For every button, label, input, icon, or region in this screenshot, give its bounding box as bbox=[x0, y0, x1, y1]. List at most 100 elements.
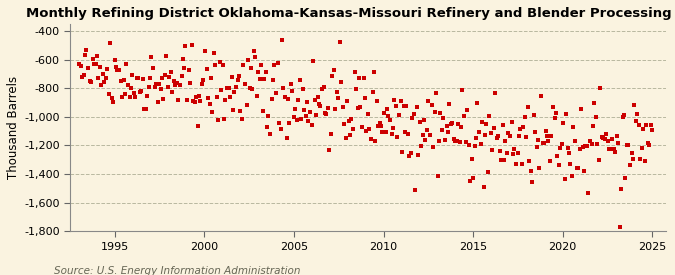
Point bbox=[167, 90, 178, 94]
Point bbox=[385, 118, 396, 122]
Point bbox=[491, 135, 502, 140]
Point bbox=[531, 144, 542, 149]
Point bbox=[154, 82, 165, 87]
Point bbox=[443, 129, 454, 134]
Point bbox=[232, 77, 243, 82]
Point bbox=[578, 169, 589, 173]
Point bbox=[188, 99, 198, 103]
Point bbox=[426, 103, 437, 108]
Point bbox=[504, 134, 515, 138]
Point bbox=[524, 159, 535, 163]
Point bbox=[549, 116, 560, 120]
Point bbox=[259, 77, 269, 81]
Point bbox=[290, 106, 301, 111]
Point bbox=[407, 116, 418, 120]
Point bbox=[516, 161, 527, 166]
Point bbox=[593, 158, 604, 162]
Point bbox=[195, 98, 206, 103]
Point bbox=[404, 154, 414, 159]
Point bbox=[196, 82, 207, 86]
Point bbox=[123, 82, 134, 87]
Point bbox=[84, 79, 95, 84]
Point bbox=[108, 100, 119, 104]
Point bbox=[217, 62, 228, 67]
Point bbox=[613, 141, 624, 145]
Point bbox=[149, 84, 160, 89]
Point bbox=[558, 121, 569, 126]
Point bbox=[153, 100, 163, 104]
Point bbox=[165, 70, 176, 74]
Point bbox=[121, 62, 132, 67]
Point bbox=[477, 120, 487, 124]
Point bbox=[522, 104, 533, 109]
Point bbox=[189, 100, 200, 104]
Point bbox=[629, 103, 640, 107]
Point bbox=[342, 99, 352, 103]
Point bbox=[221, 86, 232, 91]
Point bbox=[417, 133, 428, 137]
Point bbox=[252, 94, 263, 98]
Point bbox=[357, 124, 368, 129]
Point bbox=[554, 163, 564, 167]
Point bbox=[641, 123, 652, 127]
Point bbox=[207, 110, 217, 115]
Point bbox=[190, 95, 201, 100]
Point bbox=[179, 65, 190, 70]
Point bbox=[380, 129, 391, 134]
Point bbox=[322, 106, 333, 111]
Point bbox=[630, 119, 641, 123]
Point bbox=[602, 139, 613, 143]
Point bbox=[225, 95, 236, 100]
Point bbox=[163, 84, 173, 89]
Point bbox=[502, 150, 512, 155]
Point bbox=[95, 65, 105, 69]
Point bbox=[265, 131, 275, 136]
Point bbox=[423, 99, 434, 103]
Point bbox=[106, 96, 117, 100]
Point bbox=[241, 103, 252, 107]
Point bbox=[437, 128, 448, 132]
Point bbox=[452, 139, 462, 143]
Point bbox=[427, 145, 438, 149]
Point bbox=[244, 86, 255, 90]
Point bbox=[386, 132, 397, 136]
Point bbox=[99, 79, 110, 84]
Point bbox=[213, 118, 224, 123]
Point bbox=[432, 174, 443, 178]
Point bbox=[616, 187, 626, 191]
Point bbox=[127, 73, 138, 77]
Point bbox=[493, 134, 504, 139]
Point bbox=[262, 125, 273, 130]
Point bbox=[637, 146, 647, 150]
Point bbox=[533, 138, 543, 142]
Point bbox=[142, 94, 153, 98]
Point bbox=[608, 147, 619, 151]
Point bbox=[375, 121, 385, 125]
Point bbox=[583, 191, 594, 195]
Point bbox=[362, 112, 373, 116]
Point bbox=[512, 151, 523, 156]
Point bbox=[441, 124, 452, 128]
Point bbox=[547, 105, 558, 110]
Point bbox=[92, 76, 103, 81]
Point bbox=[159, 73, 170, 77]
Point bbox=[541, 133, 552, 138]
Point bbox=[489, 125, 500, 130]
Point bbox=[315, 104, 326, 108]
Point bbox=[329, 68, 340, 72]
Point bbox=[318, 85, 329, 89]
Point bbox=[506, 120, 517, 124]
Point bbox=[143, 85, 154, 89]
Point bbox=[639, 159, 650, 163]
Point bbox=[277, 37, 288, 42]
Point bbox=[294, 78, 305, 82]
Point bbox=[601, 132, 612, 137]
Text: Source: U.S. Energy Information Administration: Source: U.S. Energy Information Administ… bbox=[54, 266, 300, 275]
Point bbox=[518, 125, 529, 129]
Point bbox=[568, 125, 579, 129]
Point bbox=[302, 100, 313, 104]
Point bbox=[314, 102, 325, 106]
Point bbox=[182, 98, 193, 102]
Point bbox=[371, 98, 382, 103]
Point bbox=[139, 107, 150, 111]
